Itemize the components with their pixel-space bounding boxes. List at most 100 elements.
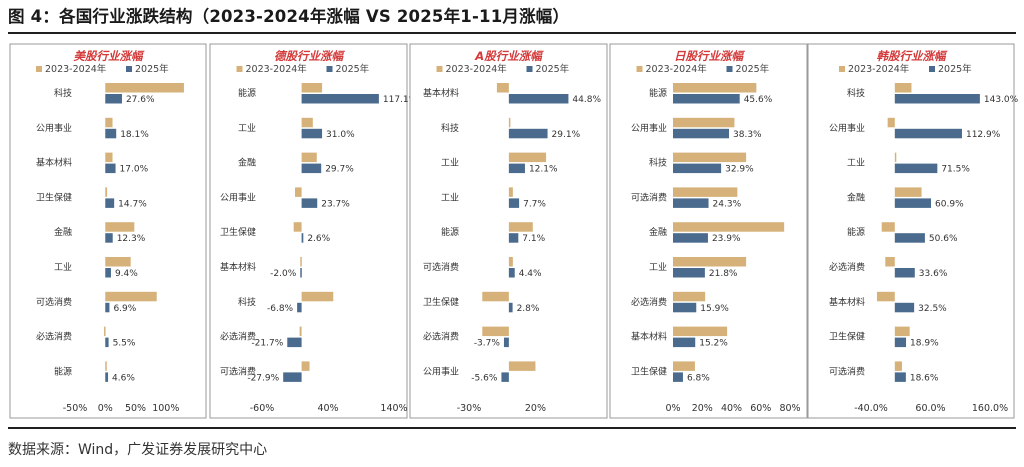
value-label-2025: 32.9% <box>725 165 754 175</box>
bar-2023-2024 <box>105 152 113 163</box>
legend-swatch-2025 <box>526 66 533 72</box>
x-tick-label: 60% <box>750 403 771 414</box>
bar-2025 <box>894 337 907 348</box>
bar-2023-2024 <box>300 257 302 267</box>
value-label-2025: 31.0% <box>326 130 355 140</box>
category-label: 必选消费 <box>829 261 865 273</box>
category-label: 卫生保健 <box>220 226 256 238</box>
bar-2025 <box>301 94 379 104</box>
category-label: 基本材料 <box>829 296 865 308</box>
category-label: 工业 <box>649 262 667 273</box>
bar-2025 <box>894 198 932 208</box>
value-label-2025: 2.8% <box>517 304 540 314</box>
bar-2023-2024 <box>301 83 323 93</box>
bar-2023-2024 <box>673 257 747 267</box>
legend-label-2023-2024: 2023-2024年 <box>848 63 910 75</box>
category-label: 可选消费 <box>36 296 72 308</box>
category-label: 工业 <box>54 262 72 273</box>
bar-2025 <box>673 372 683 382</box>
value-label-2025: 14.7% <box>118 199 147 209</box>
category-label: 能源 <box>847 226 865 238</box>
chart-title: 德股行业涨幅 <box>274 49 345 63</box>
value-label-2025: -3.7% <box>474 339 501 349</box>
value-label-2025: 5.5% <box>113 339 136 349</box>
bar-2025 <box>508 94 569 104</box>
value-label-2025: 18.1% <box>120 130 149 140</box>
bar-2025 <box>105 302 110 313</box>
value-label-2025: 6.8% <box>687 373 710 383</box>
value-label-2025: 27.6% <box>126 95 155 105</box>
bar-2023-2024 <box>885 257 895 267</box>
value-label-2025: -2.0% <box>270 269 297 279</box>
chart-panel-frame <box>409 43 608 419</box>
figure-title: 图 4：各国行业涨跌结构（2023-2024年涨幅 VS 2025年1-11月涨… <box>8 7 570 26</box>
bar-2023-2024 <box>105 361 107 371</box>
x-tick-label: 40% <box>317 403 338 414</box>
category-label: 可选消费 <box>631 191 667 203</box>
value-label-2025: -5.6% <box>471 373 498 383</box>
bar-2023-2024 <box>876 291 895 302</box>
value-label-2025: 112.9% <box>966 130 1001 140</box>
bar-2025 <box>894 94 980 104</box>
bar-2023-2024 <box>508 187 513 197</box>
category-label: 金融 <box>649 226 667 238</box>
value-label-2025: 38.3% <box>733 130 762 140</box>
x-tick-label: -30% <box>457 403 482 414</box>
bar-2023-2024 <box>673 187 738 197</box>
legend-label-2025: 2025年 <box>736 63 770 75</box>
value-label-2025: 24.3% <box>713 199 742 209</box>
bar-2023-2024 <box>299 326 302 337</box>
bar-2025 <box>673 128 730 139</box>
bar-2025 <box>894 302 915 313</box>
bar-2023-2024 <box>482 326 509 337</box>
value-label-2025: 12.1% <box>529 165 558 175</box>
bar-2025 <box>673 337 696 348</box>
legend-label-2025: 2025年 <box>135 63 169 75</box>
value-label-2025: -6.8% <box>267 304 294 314</box>
bar-2023-2024 <box>301 117 313 128</box>
legend-swatch-2023-2024 <box>636 66 643 72</box>
chart-title: 美股行业涨幅 <box>74 49 145 63</box>
value-label-2025: 7.7% <box>523 199 546 209</box>
value-label-2025: 17.0% <box>120 165 149 175</box>
x-tick-label: 100% <box>152 403 179 414</box>
bar-2025 <box>673 233 708 243</box>
bar-2023-2024 <box>894 326 910 337</box>
category-label: 能源 <box>441 226 459 238</box>
bar-2023-2024 <box>673 152 747 163</box>
value-label-2025: 4.6% <box>112 373 135 383</box>
bar-2025 <box>105 163 116 174</box>
bar-2025 <box>894 128 962 139</box>
category-label: 能源 <box>54 365 72 377</box>
category-label: 可选消费 <box>423 261 459 273</box>
bar-2023-2024 <box>105 117 113 128</box>
bar-2023-2024 <box>673 361 695 371</box>
value-label-2025: 45.6% <box>744 95 773 105</box>
bar-2023-2024 <box>508 117 511 128</box>
bar-2023-2024 <box>894 187 922 197</box>
bottom-rule <box>8 427 1016 429</box>
value-label-2025: 143.0% <box>984 95 1019 105</box>
bar-2025 <box>673 198 709 208</box>
value-label-2025: 23.9% <box>712 234 741 244</box>
category-label: 金融 <box>847 191 865 203</box>
x-tick-label: -40.0% <box>854 403 888 414</box>
value-label-2025: 32.5% <box>918 304 947 314</box>
chart-title: 韩股行业涨幅 <box>877 49 948 63</box>
bar-2023-2024 <box>881 222 895 232</box>
bar-2025 <box>508 128 548 139</box>
bar-2023-2024 <box>887 117 895 128</box>
bar-2023-2024 <box>295 187 302 197</box>
bar-2025 <box>894 372 906 382</box>
bar-2025 <box>673 163 722 174</box>
category-label: 公用事业 <box>829 122 865 134</box>
value-label-2025: 6.9% <box>113 304 136 314</box>
bar-2025 <box>508 233 519 243</box>
bar-2023-2024 <box>496 83 509 93</box>
bar-2025 <box>105 233 113 243</box>
bar-2025 <box>673 94 740 104</box>
value-label-2025: 29.7% <box>325 165 354 175</box>
bar-2025 <box>105 128 117 139</box>
bar-2025 <box>508 302 513 313</box>
